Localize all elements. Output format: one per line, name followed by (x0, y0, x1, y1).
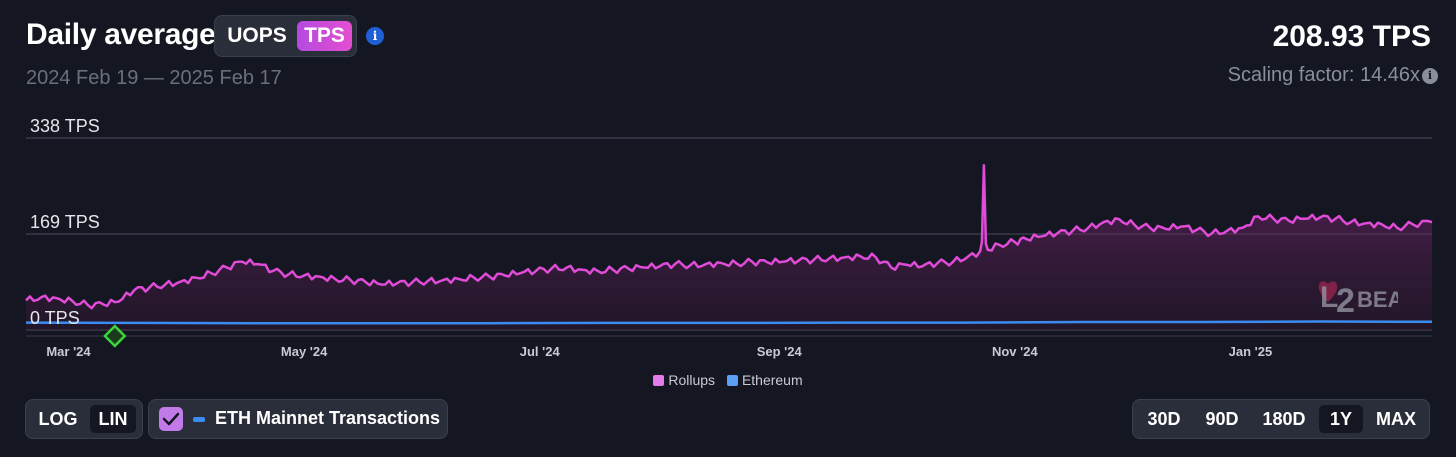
chart-plot (25, 137, 1433, 348)
y-tick-label: 0 TPS (30, 308, 80, 328)
metric-toggle: UOPS TPS (214, 15, 357, 57)
l2beat-logo: L 2 BEAT (1318, 281, 1398, 316)
chart-title: Daily average (26, 18, 216, 51)
y-tick-label: 169 TPS (30, 212, 100, 232)
scaling-factor: Scaling factor: 14.46x (1227, 64, 1420, 86)
x-tick-label: Sep '24 (756, 344, 802, 359)
x-tick-label: Jan '25 (1228, 344, 1273, 359)
svg-text:L: L (1320, 281, 1338, 314)
legend-item-ethereum: Ethereum (726, 372, 803, 388)
y-tick-label: 338 TPS (30, 116, 100, 136)
scaling-info-icon[interactable]: i (1422, 68, 1438, 84)
range-1y-button[interactable]: 1Y (1319, 405, 1363, 433)
legend-label-rollups: Rollups (668, 372, 716, 388)
eth-mainnet-checkbox[interactable] (159, 407, 183, 431)
legend-label-ethereum: Ethereum (741, 372, 803, 388)
x-tick-label: Mar '24 (46, 344, 91, 359)
ethereum-line-swatch (193, 417, 205, 422)
current-value: 208.93 TPS (1272, 20, 1431, 53)
time-range-selector: 30D 90D 180D 1Y MAX (1132, 399, 1430, 439)
range-90d-button[interactable]: 90D (1205, 409, 1239, 429)
date-range: 2024 Feb 19 — 2025 Feb 17 (26, 67, 282, 89)
svg-text:2: 2 (1336, 282, 1355, 316)
chart-legend: Rollups Ethereum (0, 372, 1456, 389)
range-30d-button[interactable]: 30D (1147, 409, 1181, 429)
range-180d-button[interactable]: 180D (1262, 409, 1306, 429)
tps-toggle-option[interactable]: TPS (297, 21, 352, 51)
x-tick-label: Jul '24 (519, 344, 560, 359)
x-tick-label: May '24 (280, 344, 328, 359)
info-icon[interactable]: i (366, 27, 384, 45)
scale-toggle: LOG LIN (25, 399, 143, 439)
svg-text:BEAT: BEAT (1357, 287, 1398, 312)
x-tick-label: Nov '24 (991, 344, 1038, 359)
uops-toggle-option[interactable]: UOPS (227, 24, 287, 47)
checkmark-icon (162, 412, 180, 426)
rollups-line (25, 164, 1433, 310)
ethereum-line (25, 320, 1433, 325)
rollups-area (26, 165, 1432, 330)
lin-scale-button[interactable]: LIN (90, 405, 136, 433)
eth-mainnet-label: ETH Mainnet Transactions (215, 408, 441, 428)
event-marker[interactable] (103, 324, 127, 348)
rollups-swatch (653, 374, 665, 386)
legend-item-rollups: Rollups (653, 372, 715, 388)
range-max-button[interactable]: MAX (1376, 409, 1416, 429)
log-scale-button[interactable]: LOG (38, 409, 78, 429)
ethereum-swatch (726, 374, 738, 386)
eth-mainnet-toggle[interactable]: ETH Mainnet Transactions (148, 399, 448, 439)
